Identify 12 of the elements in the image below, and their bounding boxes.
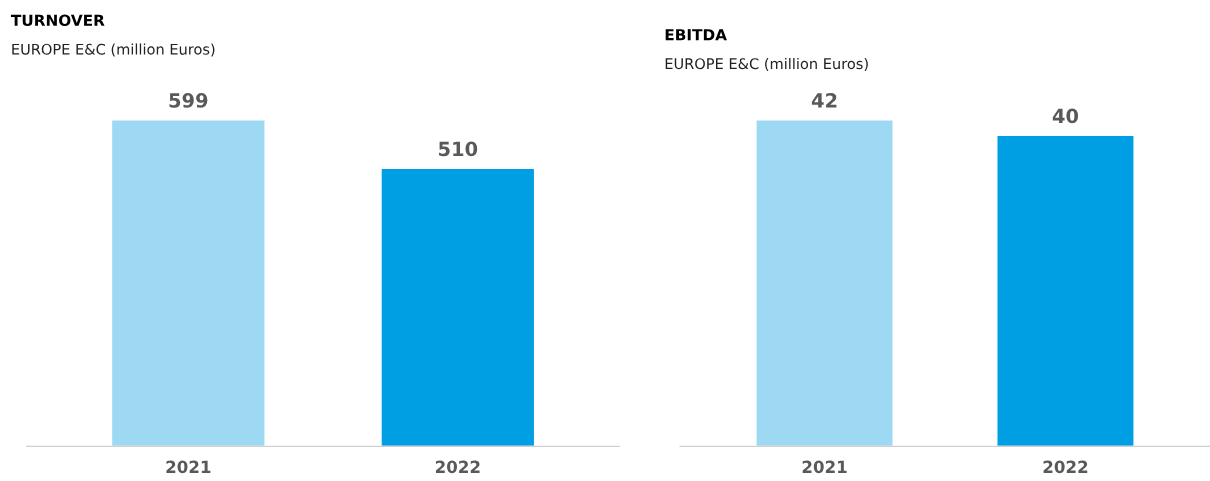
data-label: 40	[1052, 108, 1079, 124]
data-label: 510	[439, 141, 478, 157]
data-label: 42	[811, 93, 837, 108]
chart-title: EBITDA	[665, 29, 727, 41]
x-tick-label: 2022	[435, 460, 480, 474]
x-tick-label: 2022	[1043, 460, 1088, 474]
chart-title: TURNOVER	[10, 14, 105, 27]
chart-subtitle: EUROPE E&C (million Euros)	[665, 57, 868, 71]
chart-subtitle: EUROPE E&C (million Euros)	[12, 43, 215, 57]
x-tick-label: 2021	[166, 460, 211, 474]
x-tick-label: 2021	[802, 460, 847, 474]
data-label: 599	[169, 93, 208, 108]
